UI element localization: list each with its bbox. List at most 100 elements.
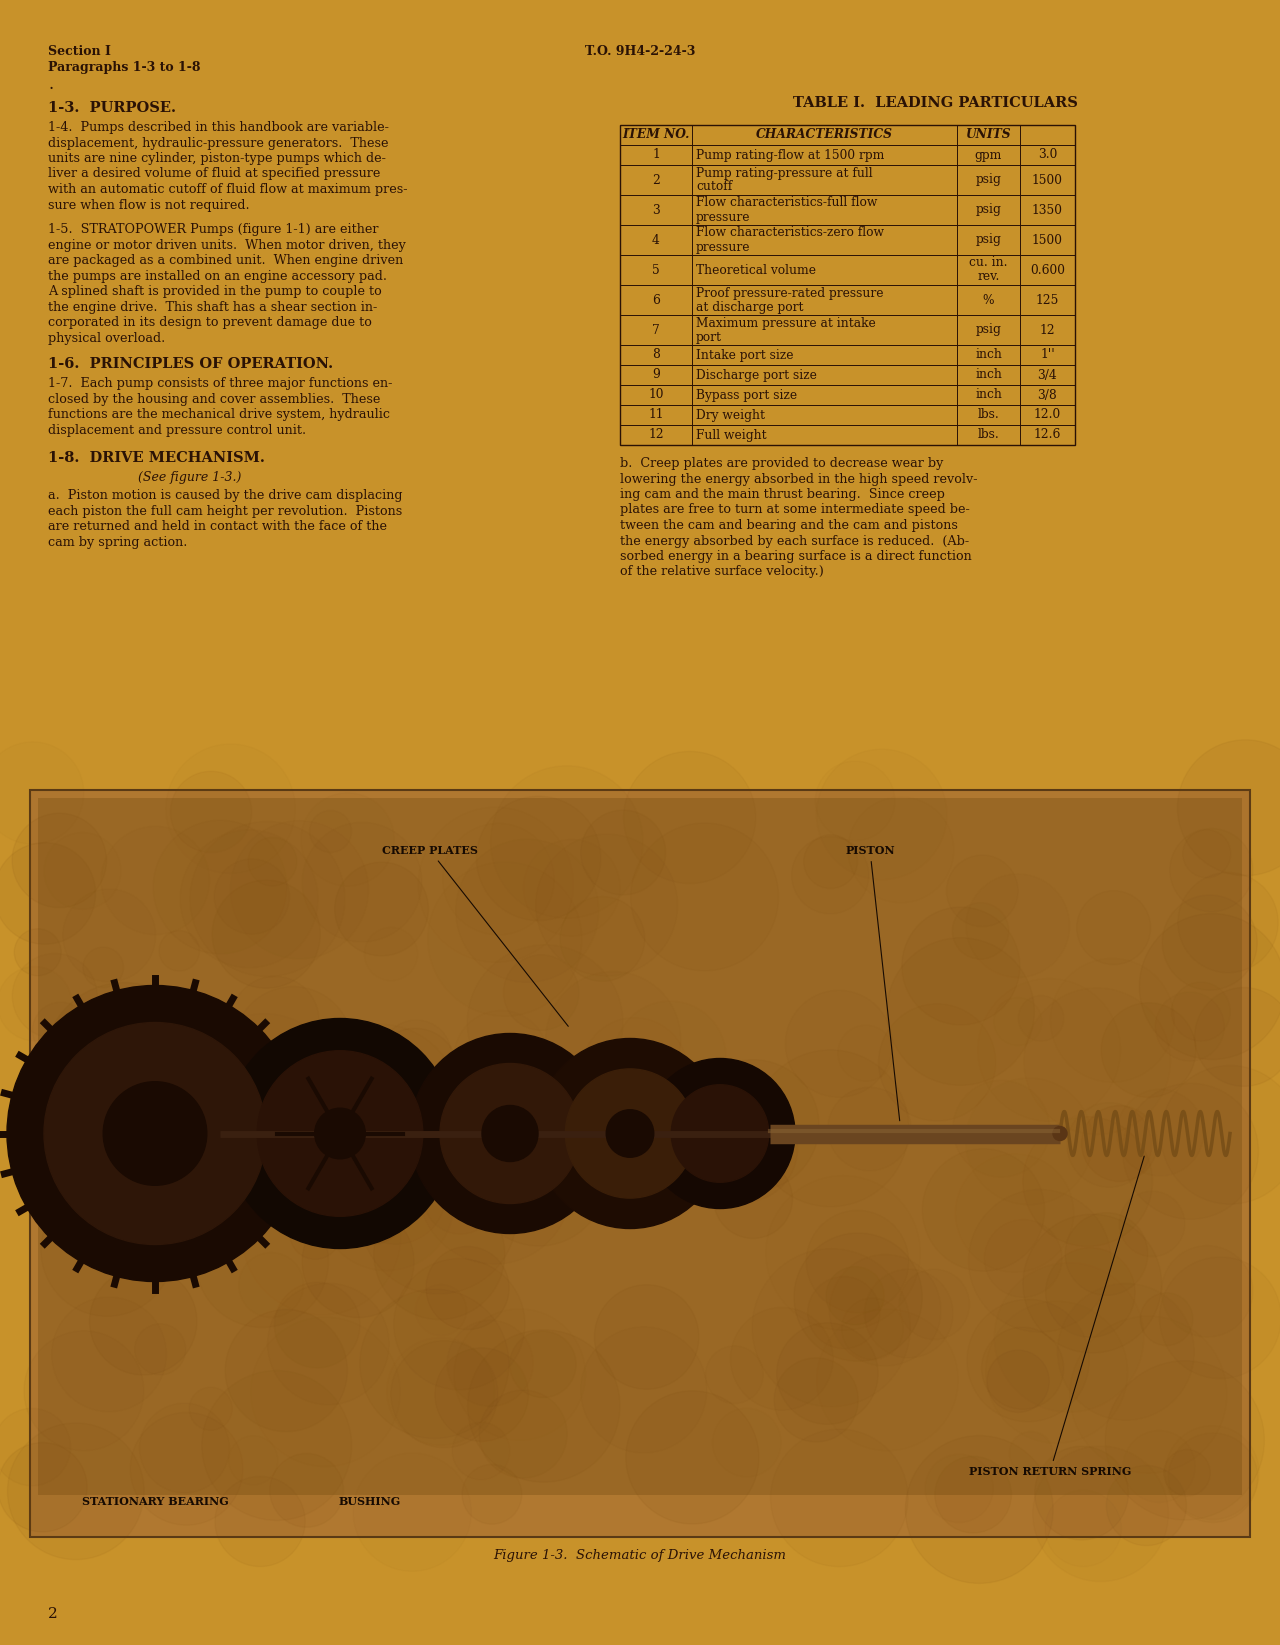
Circle shape bbox=[883, 916, 975, 1008]
Circle shape bbox=[440, 987, 500, 1048]
Circle shape bbox=[1100, 1406, 1256, 1561]
Circle shape bbox=[31, 1382, 91, 1441]
Ellipse shape bbox=[1053, 1127, 1068, 1140]
Text: units are nine cylinder, piston-type pumps which de-: units are nine cylinder, piston-type pum… bbox=[49, 151, 385, 164]
Text: (See figure 1-3.): (See figure 1-3.) bbox=[138, 472, 242, 484]
Circle shape bbox=[1148, 798, 1280, 933]
Circle shape bbox=[856, 1188, 965, 1296]
Circle shape bbox=[410, 1096, 554, 1240]
Circle shape bbox=[801, 1003, 905, 1107]
Circle shape bbox=[302, 1408, 449, 1555]
Circle shape bbox=[594, 744, 732, 882]
Circle shape bbox=[589, 776, 691, 878]
Text: 1: 1 bbox=[652, 148, 660, 161]
Text: with an automatic cutoff of fluid flow at maximum pres-: with an automatic cutoff of fluid flow a… bbox=[49, 183, 407, 196]
Circle shape bbox=[440, 1064, 580, 1204]
Circle shape bbox=[33, 920, 142, 1028]
Circle shape bbox=[234, 897, 346, 1007]
Text: 1-7.  Each pump consists of three major functions en-: 1-7. Each pump consists of three major f… bbox=[49, 377, 393, 390]
Text: b.  Creep plates are provided to decrease wear by: b. Creep plates are provided to decrease… bbox=[620, 457, 943, 470]
Text: Proof pressure-rated pressure: Proof pressure-rated pressure bbox=[696, 286, 883, 299]
Text: psig: psig bbox=[975, 173, 1001, 186]
Circle shape bbox=[1053, 1464, 1140, 1551]
Circle shape bbox=[847, 1332, 892, 1377]
Text: 1500: 1500 bbox=[1032, 173, 1062, 186]
Text: psig: psig bbox=[975, 324, 1001, 337]
Circle shape bbox=[833, 1138, 904, 1211]
Circle shape bbox=[468, 1250, 621, 1403]
Circle shape bbox=[607, 1110, 654, 1156]
Text: 12: 12 bbox=[648, 428, 664, 441]
Text: each piston the full cam height per revolution.  Pistons: each piston the full cam height per revo… bbox=[49, 505, 402, 518]
Text: cutoff: cutoff bbox=[696, 181, 732, 194]
Text: 3/8: 3/8 bbox=[1038, 388, 1057, 401]
Text: Pump rating-pressure at full: Pump rating-pressure at full bbox=[696, 166, 873, 179]
Text: 1350: 1350 bbox=[1032, 204, 1062, 217]
Text: plates are free to turn at some intermediate speed be-: plates are free to turn at some intermed… bbox=[620, 503, 970, 517]
Circle shape bbox=[746, 712, 902, 869]
Circle shape bbox=[812, 1023, 890, 1101]
Text: UNITS: UNITS bbox=[965, 128, 1011, 141]
Text: 12: 12 bbox=[1039, 324, 1055, 337]
Circle shape bbox=[603, 1071, 763, 1230]
Circle shape bbox=[1038, 724, 1178, 864]
Circle shape bbox=[996, 1092, 1069, 1166]
Circle shape bbox=[559, 1438, 716, 1592]
Text: Paragraphs 1-3 to 1-8: Paragraphs 1-3 to 1-8 bbox=[49, 61, 201, 74]
Circle shape bbox=[13, 1515, 54, 1556]
Text: tween the cam and bearing and the cam and pistons: tween the cam and bearing and the cam an… bbox=[620, 520, 957, 531]
Circle shape bbox=[67, 1420, 168, 1522]
Circle shape bbox=[195, 1423, 310, 1536]
Circle shape bbox=[234, 954, 343, 1063]
Circle shape bbox=[913, 1133, 1011, 1232]
Circle shape bbox=[961, 1466, 1105, 1607]
Circle shape bbox=[594, 954, 663, 1023]
Text: 1-4.  Pumps described in this handbook are variable-: 1-4. Pumps described in this handbook ar… bbox=[49, 122, 389, 133]
Circle shape bbox=[200, 1224, 276, 1301]
Circle shape bbox=[681, 1454, 746, 1520]
Text: 0.600: 0.600 bbox=[1030, 263, 1065, 276]
Text: displacement, hydraulic-pressure generators.  These: displacement, hydraulic-pressure generat… bbox=[49, 137, 389, 150]
Circle shape bbox=[246, 1453, 392, 1597]
Circle shape bbox=[596, 1476, 714, 1592]
Text: engine or motor driven units.  When motor driven, they: engine or motor driven units. When motor… bbox=[49, 239, 406, 252]
Circle shape bbox=[1076, 1319, 1148, 1390]
Text: Maximum pressure at intake: Maximum pressure at intake bbox=[696, 316, 876, 329]
Circle shape bbox=[585, 1479, 668, 1561]
Text: PISTON RETURN SPRING: PISTON RETURN SPRING bbox=[969, 1156, 1144, 1477]
Circle shape bbox=[108, 1360, 177, 1430]
Text: liver a desired volume of fluid at specified pressure: liver a desired volume of fluid at speci… bbox=[49, 168, 380, 181]
Text: 1-5.  STRATOPOWER Pumps (figure 1-1) are either: 1-5. STRATOPOWER Pumps (figure 1-1) are … bbox=[49, 224, 379, 237]
Text: 8: 8 bbox=[652, 349, 660, 362]
Text: %: % bbox=[983, 293, 995, 306]
Circle shape bbox=[481, 1092, 558, 1168]
Text: the pumps are installed on an engine accessory pad.: the pumps are installed on an engine acc… bbox=[49, 270, 387, 283]
Text: ·: · bbox=[49, 81, 54, 99]
Circle shape bbox=[1149, 1099, 1252, 1199]
Text: 12.0: 12.0 bbox=[1034, 408, 1061, 421]
Circle shape bbox=[1167, 1081, 1213, 1127]
Text: pressure: pressure bbox=[696, 211, 750, 224]
Text: CHARACTERISTICS: CHARACTERISTICS bbox=[756, 128, 893, 141]
Bar bbox=[38, 798, 1242, 1495]
Text: A splined shaft is provided in the pump to couple to: A splined shaft is provided in the pump … bbox=[49, 285, 381, 298]
Circle shape bbox=[488, 842, 600, 954]
Text: cu. in.: cu. in. bbox=[969, 257, 1007, 270]
Circle shape bbox=[257, 1051, 422, 1216]
Text: lowering the energy absorbed in the high speed revolv-: lowering the energy absorbed in the high… bbox=[620, 472, 978, 485]
Text: are packaged as a combined unit.  When engine driven: are packaged as a combined unit. When en… bbox=[49, 255, 403, 266]
Circle shape bbox=[1042, 1272, 1155, 1385]
Circle shape bbox=[457, 1209, 548, 1300]
Text: 12.6: 12.6 bbox=[1034, 428, 1061, 441]
Circle shape bbox=[157, 1028, 305, 1175]
Circle shape bbox=[86, 1073, 160, 1147]
Text: ITEM NO.: ITEM NO. bbox=[622, 128, 690, 141]
Circle shape bbox=[671, 1084, 769, 1183]
Circle shape bbox=[667, 1160, 812, 1304]
Circle shape bbox=[617, 1324, 710, 1418]
Circle shape bbox=[81, 821, 211, 952]
Circle shape bbox=[602, 1382, 740, 1520]
Circle shape bbox=[1036, 1438, 1147, 1551]
Text: ing cam and the main thrust bearing.  Since creep: ing cam and the main thrust bearing. Sin… bbox=[620, 489, 945, 502]
Text: cam by spring action.: cam by spring action. bbox=[49, 536, 187, 549]
